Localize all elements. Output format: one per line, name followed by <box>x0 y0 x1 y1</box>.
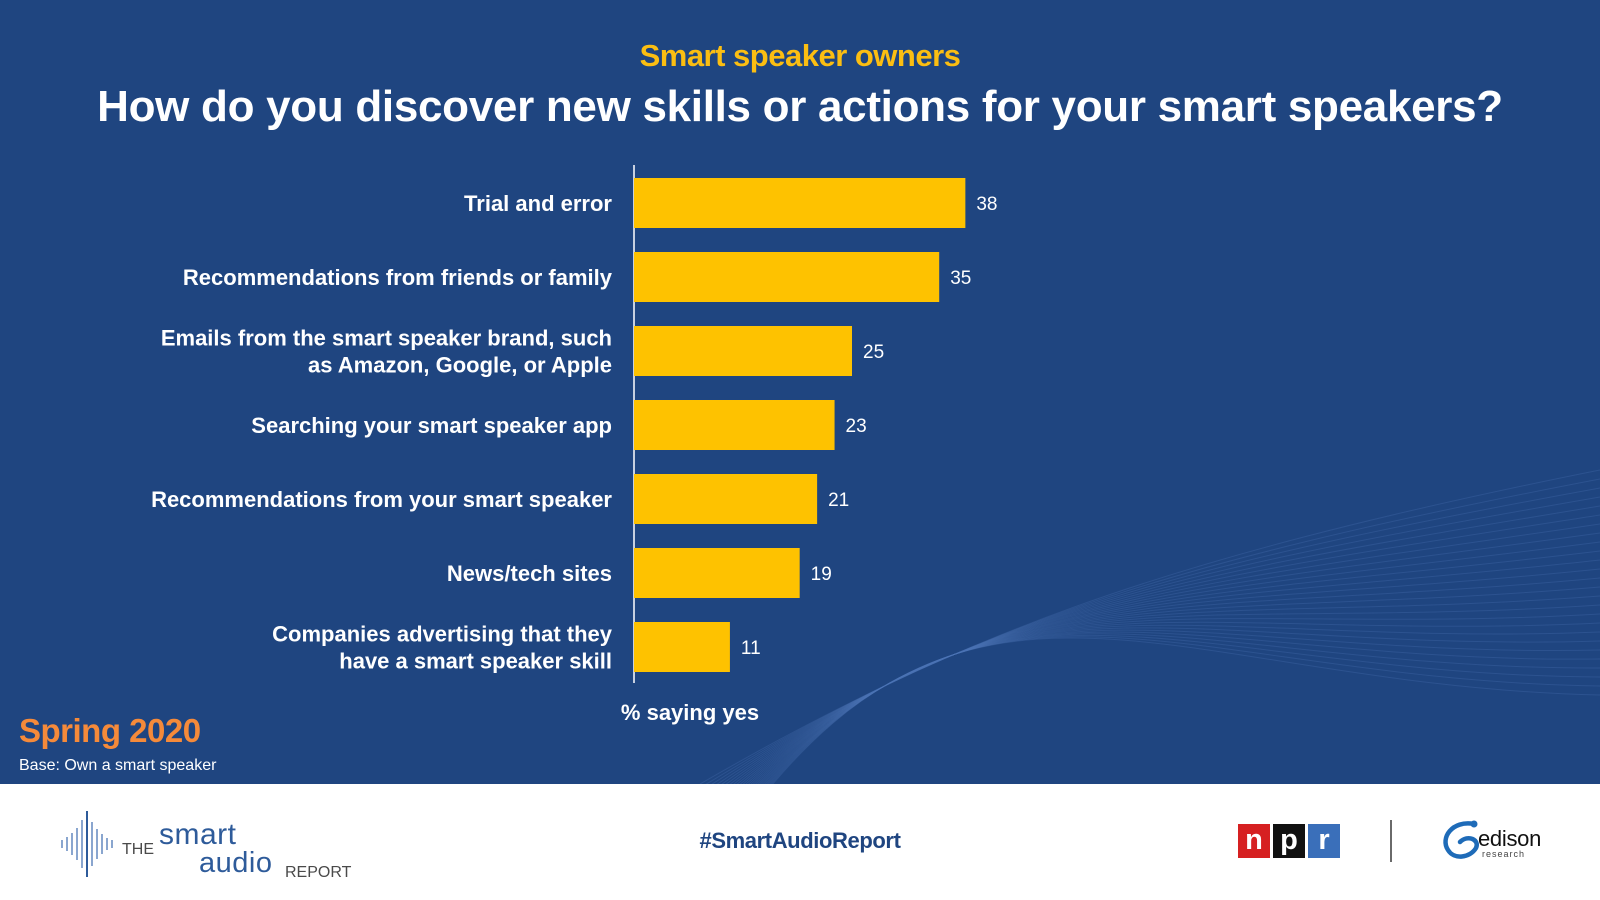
wave-line <box>739 550 1600 784</box>
smart-audio-report-logo: THE smart audio REPORT <box>58 808 358 881</box>
data-label: 23 <box>846 416 867 437</box>
category-label: Recommendations from your smart speaker <box>151 487 612 512</box>
wave-line <box>770 636 1600 784</box>
swirl-dot <box>1470 820 1478 828</box>
wave-line <box>711 487 1600 784</box>
data-label: 35 <box>950 268 971 289</box>
bar <box>634 622 730 672</box>
bar-chart: 38 Trial and error 35 Recommendations from … <box>151 165 998 683</box>
wave-line <box>729 523 1600 784</box>
wave-line <box>752 595 1600 784</box>
slide-background: Smart speaker owners How do you discover… <box>0 0 1600 784</box>
edison-sub-text: research <box>1482 849 1526 859</box>
data-label: 38 <box>976 194 997 215</box>
bar <box>634 474 818 524</box>
category-label: Companies advertising that they have a sm… <box>272 622 613 674</box>
wave-line <box>747 577 1600 784</box>
bar <box>634 548 800 598</box>
wave-line <box>705 478 1600 784</box>
chart-title: How do you discover new skills or action… <box>97 82 1503 131</box>
wave-line <box>759 621 1600 784</box>
bar <box>634 326 852 376</box>
category-label: News/tech sites <box>447 561 612 586</box>
npr-letter-n: n <box>1238 824 1270 858</box>
logo-audio-text: audio <box>199 847 273 879</box>
category-label: Emails from the smart speaker brand, suc… <box>161 326 612 378</box>
wave-line <box>766 631 1600 784</box>
data-label: 19 <box>811 564 832 585</box>
wave-line <box>725 514 1600 784</box>
soundwave-icon <box>61 811 113 877</box>
logo-report-text: REPORT <box>285 864 352 881</box>
x-axis-label: % saying yes <box>620 700 760 725</box>
logo-smart-text: smart <box>159 818 237 851</box>
wave-line <box>755 604 1600 784</box>
wave-line <box>736 541 1600 784</box>
wave-line <box>764 629 1600 784</box>
npr-logo: n p r <box>1238 824 1340 858</box>
wave-line <box>699 469 1600 784</box>
category-label: Searching your smart speaker app <box>251 413 612 438</box>
wave-line <box>750 586 1600 784</box>
decorative-waves <box>699 469 1600 784</box>
data-label: 21 <box>828 490 849 511</box>
data-label: 11 <box>741 638 761 659</box>
wave-line <box>760 624 1600 784</box>
data-label: 25 <box>863 342 884 363</box>
logo-divider <box>1390 820 1392 862</box>
footer: THE smart audio REPORT #SmartAudioReport… <box>0 784 1600 900</box>
hashtag: #SmartAudioReport <box>699 828 901 853</box>
bar <box>634 400 835 450</box>
category-label: Recommendations from friends or family <box>183 265 613 290</box>
category-label: Trial and error <box>464 191 612 216</box>
wave-line <box>716 496 1600 784</box>
swirl-path <box>1443 821 1480 859</box>
season-label: Spring 2020 <box>19 712 201 749</box>
bar <box>634 252 940 302</box>
logo-the-text: THE <box>122 841 154 858</box>
edison-swirl-icon <box>1443 820 1480 859</box>
wave-line <box>721 505 1600 784</box>
wave-line <box>745 568 1600 784</box>
wave-line <box>767 633 1600 784</box>
bar <box>634 178 966 228</box>
npr-letter-p: p <box>1273 824 1305 858</box>
wave-line <box>769 634 1600 784</box>
edison-research-logo: edison research <box>1438 816 1558 866</box>
wave-line <box>742 559 1600 784</box>
edison-name-text: edison <box>1478 826 1542 851</box>
wave-line <box>762 627 1600 784</box>
base-note: Base: Own a smart speaker <box>19 757 217 774</box>
wave-line <box>757 613 1600 784</box>
wave-line <box>733 532 1600 784</box>
chart-subtitle: Smart speaker owners <box>639 38 961 73</box>
wave-line <box>772 637 1600 784</box>
npr-letter-r: r <box>1308 824 1340 858</box>
